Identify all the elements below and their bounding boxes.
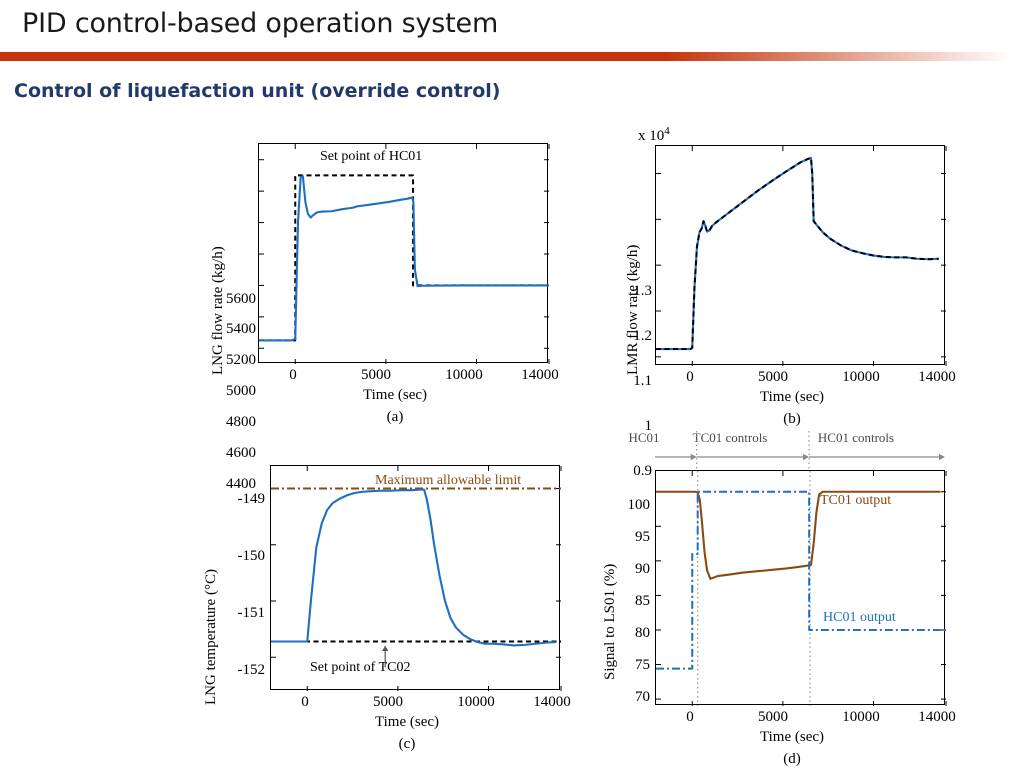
chart-c-xtick-5000: 5000 — [373, 694, 403, 710]
chart-c-caption: (c) — [398, 736, 416, 752]
chart-a-plot-area — [258, 143, 550, 364]
chart-d-phase-label-2: HC01 controls — [817, 430, 895, 445]
chart-c-xtick-0: 0 — [301, 694, 309, 710]
chart-b-exponent-base: x 10 — [638, 128, 665, 144]
chart-a-annotation-setpoint: Set point of HC01 — [320, 149, 423, 164]
chart-c-ytick--151: -151 — [237, 605, 266, 621]
chart-c-ylabel: LNG temperature (°C) — [203, 569, 219, 705]
chart-a-ytick-4400: 4400 — [226, 476, 256, 492]
title-divider-solid — [0, 52, 665, 61]
chart-d-xtick-5000: 5000 — [758, 709, 788, 725]
chart-a-xtick-5000: 5000 — [361, 367, 391, 383]
chart-a-xtick-10000: 10000 — [445, 367, 483, 383]
chart-a-ytick-5600: 5600 — [226, 291, 256, 307]
chart-d-caption: (d) — [783, 751, 801, 767]
chart-c-xlabel: Time (sec) — [374, 714, 440, 730]
chart-b-plot-area — [655, 145, 947, 366]
chart-d-ytick-80: 80 — [635, 625, 650, 641]
chart-d-ytick-85: 85 — [635, 593, 650, 609]
chart-a-ytick-5000: 5000 — [226, 383, 256, 399]
chart-b-caption: (b) — [783, 411, 801, 427]
chart-b-ytick-0.9: 0.9 — [633, 463, 652, 479]
chart-d-xtick-10000: 10000 — [842, 709, 880, 725]
title-divider — [0, 52, 1011, 61]
chart-a-ytick-4800: 4800 — [226, 414, 256, 430]
chart-c-ytick--149: -149 — [237, 491, 266, 507]
section-heading: Control of liquefaction unit (override c… — [14, 80, 501, 102]
title-divider-gradient — [665, 52, 1011, 61]
chart-d-phase-label-0: HC01 — [628, 430, 660, 445]
figure-panel-c: LNG temperature (°C) -149 -150 -151 -152… — [185, 455, 595, 755]
chart-b-xtick-10000: 10000 — [842, 369, 880, 385]
figure-panel-a: LNG flow rate (kg/h) 5600 5400 5200 5000… — [190, 135, 590, 492]
chart-d-ytick-75: 75 — [635, 657, 650, 673]
chart-c-annotation-max-limit: Maximum allowable limit — [375, 473, 522, 488]
chart-d-legend-tc01: TC01 output — [820, 493, 892, 508]
chart-d-legend-hc01: HC01 output — [823, 610, 896, 625]
chart-d-phase-arrows — [655, 431, 945, 469]
chart-d-xtick-0: 0 — [686, 709, 694, 725]
chart-d-xlabel: Time (sec) — [759, 729, 825, 745]
chart-d-xtick-14000: 14000 — [918, 709, 956, 725]
chart-b-ylabel: LMR flow rate (kg/h) — [625, 244, 641, 375]
page-title: PID control-based operation system — [22, 8, 499, 39]
chart-d-plot-area — [655, 470, 947, 706]
chart-c-ytick--152: -152 — [237, 662, 266, 678]
chart-a-ytick-5400: 5400 — [226, 321, 256, 337]
chart-a-xlabel: Time (sec) — [362, 387, 428, 403]
chart-b-y-exponent: x 104 — [638, 125, 670, 145]
chart-c-annotation-setpoint: Set point of TC02 — [310, 660, 411, 675]
chart-b-ytick-1.1: 1.1 — [633, 373, 652, 389]
chart-b-xlabel: Time (sec) — [759, 389, 825, 405]
chart-c-plot-area — [270, 465, 562, 691]
chart-d-ytick-90: 90 — [635, 561, 650, 577]
chart-b-ytick-1.3: 1.3 — [633, 283, 652, 299]
chart-a-ytick-4600: 4600 — [226, 445, 256, 461]
figure-panel-d: HC01 TC01 controls HC01 controls Signal … — [590, 425, 1010, 767]
chart-d-phase-label-1: TC01 controls — [692, 430, 768, 445]
chart-c-xtick-14000: 14000 — [533, 694, 571, 710]
chart-a-caption: (a) — [386, 409, 404, 425]
chart-b-xtick-5000: 5000 — [758, 369, 788, 385]
chart-a-ytick-5200: 5200 — [226, 352, 256, 368]
chart-b-xtick-0: 0 — [686, 369, 694, 385]
figure-panel-b: LMR flow rate (kg/h) x 104 1.3 1.2 1.1 1… — [600, 125, 1010, 479]
chart-d-ytick-100: 100 — [627, 497, 651, 513]
chart-b-ytick-1: 1 — [644, 418, 653, 434]
chart-c-xtick-10000: 10000 — [457, 694, 495, 710]
chart-b-exponent-power: 4 — [664, 125, 670, 137]
chart-b-xtick-14000: 14000 — [918, 369, 956, 385]
chart-d-ytick-95: 95 — [635, 529, 650, 545]
chart-d-ytick-70: 70 — [635, 689, 650, 705]
chart-b-ytick-1.2: 1.2 — [633, 328, 652, 344]
chart-a-xtick-14000: 14000 — [521, 367, 559, 383]
chart-a-xtick-0: 0 — [289, 367, 297, 383]
chart-c-ytick--150: -150 — [237, 548, 266, 564]
